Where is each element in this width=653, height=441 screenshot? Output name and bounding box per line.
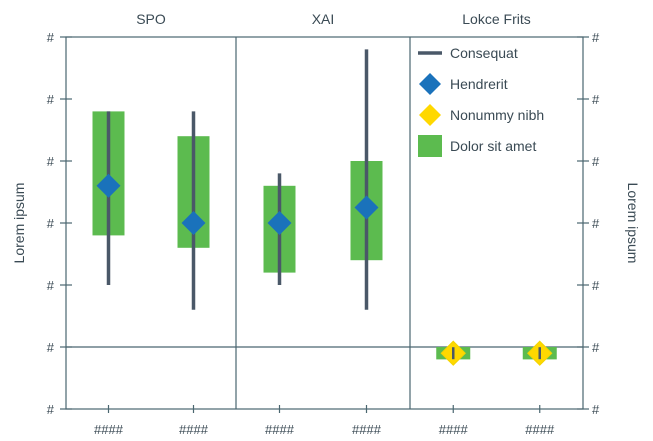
y-axis-title-right: Lorem ipsum [625, 183, 641, 264]
y-tick-label-right: # [592, 402, 600, 417]
legend-symbol-box [418, 135, 442, 157]
panel-title: SPO [136, 11, 166, 27]
legend-label: Hendrerit [450, 76, 508, 92]
y-tick-label-left: # [47, 402, 55, 417]
x-tick-label: #### [525, 422, 555, 437]
marker-diamond [267, 211, 292, 235]
y-tick-label-right: # [592, 278, 600, 293]
y-tick-label-left: # [47, 92, 55, 107]
legend-label: Consequat [450, 45, 518, 61]
marker-diamond [181, 211, 206, 235]
legend-symbol-diamond [419, 73, 441, 95]
x-tick-label: #### [265, 422, 295, 437]
panel-title: XAI [312, 11, 335, 27]
y-tick-label-right: # [592, 340, 600, 355]
y-tick-label-left: # [47, 30, 55, 45]
y-tick-label-right: # [592, 154, 600, 169]
marker-diamond [96, 173, 121, 198]
legend-label: Nonummy nibh [450, 107, 544, 123]
y-tick-label-left: # [47, 154, 55, 169]
plot-frame [65, 36, 584, 410]
x-tick-label: #### [439, 422, 469, 437]
y-axis-title-left: Lorem ipsum [11, 183, 27, 264]
x-tick-label: #### [179, 422, 209, 437]
x-tick-label: #### [352, 422, 382, 437]
panel-title: Lokce Frits [462, 11, 530, 27]
y-tick-label-right: # [592, 30, 600, 45]
y-tick-label-right: # [592, 216, 600, 231]
y-tick-label-left: # [47, 216, 55, 231]
y-tick-label-right: # [592, 92, 600, 107]
legend-label: Dolor sit amet [450, 138, 536, 154]
y-tick-label-left: # [47, 340, 55, 355]
x-tick-label: #### [94, 422, 124, 437]
legend-symbol-diamond [419, 104, 441, 126]
marker-diamond [354, 195, 379, 220]
y-tick-label-left: # [47, 278, 55, 293]
plot-area: # ## ## ## ## ## ## #Lorem ipsum Lorem ipsumSPO#… [11, 11, 641, 437]
